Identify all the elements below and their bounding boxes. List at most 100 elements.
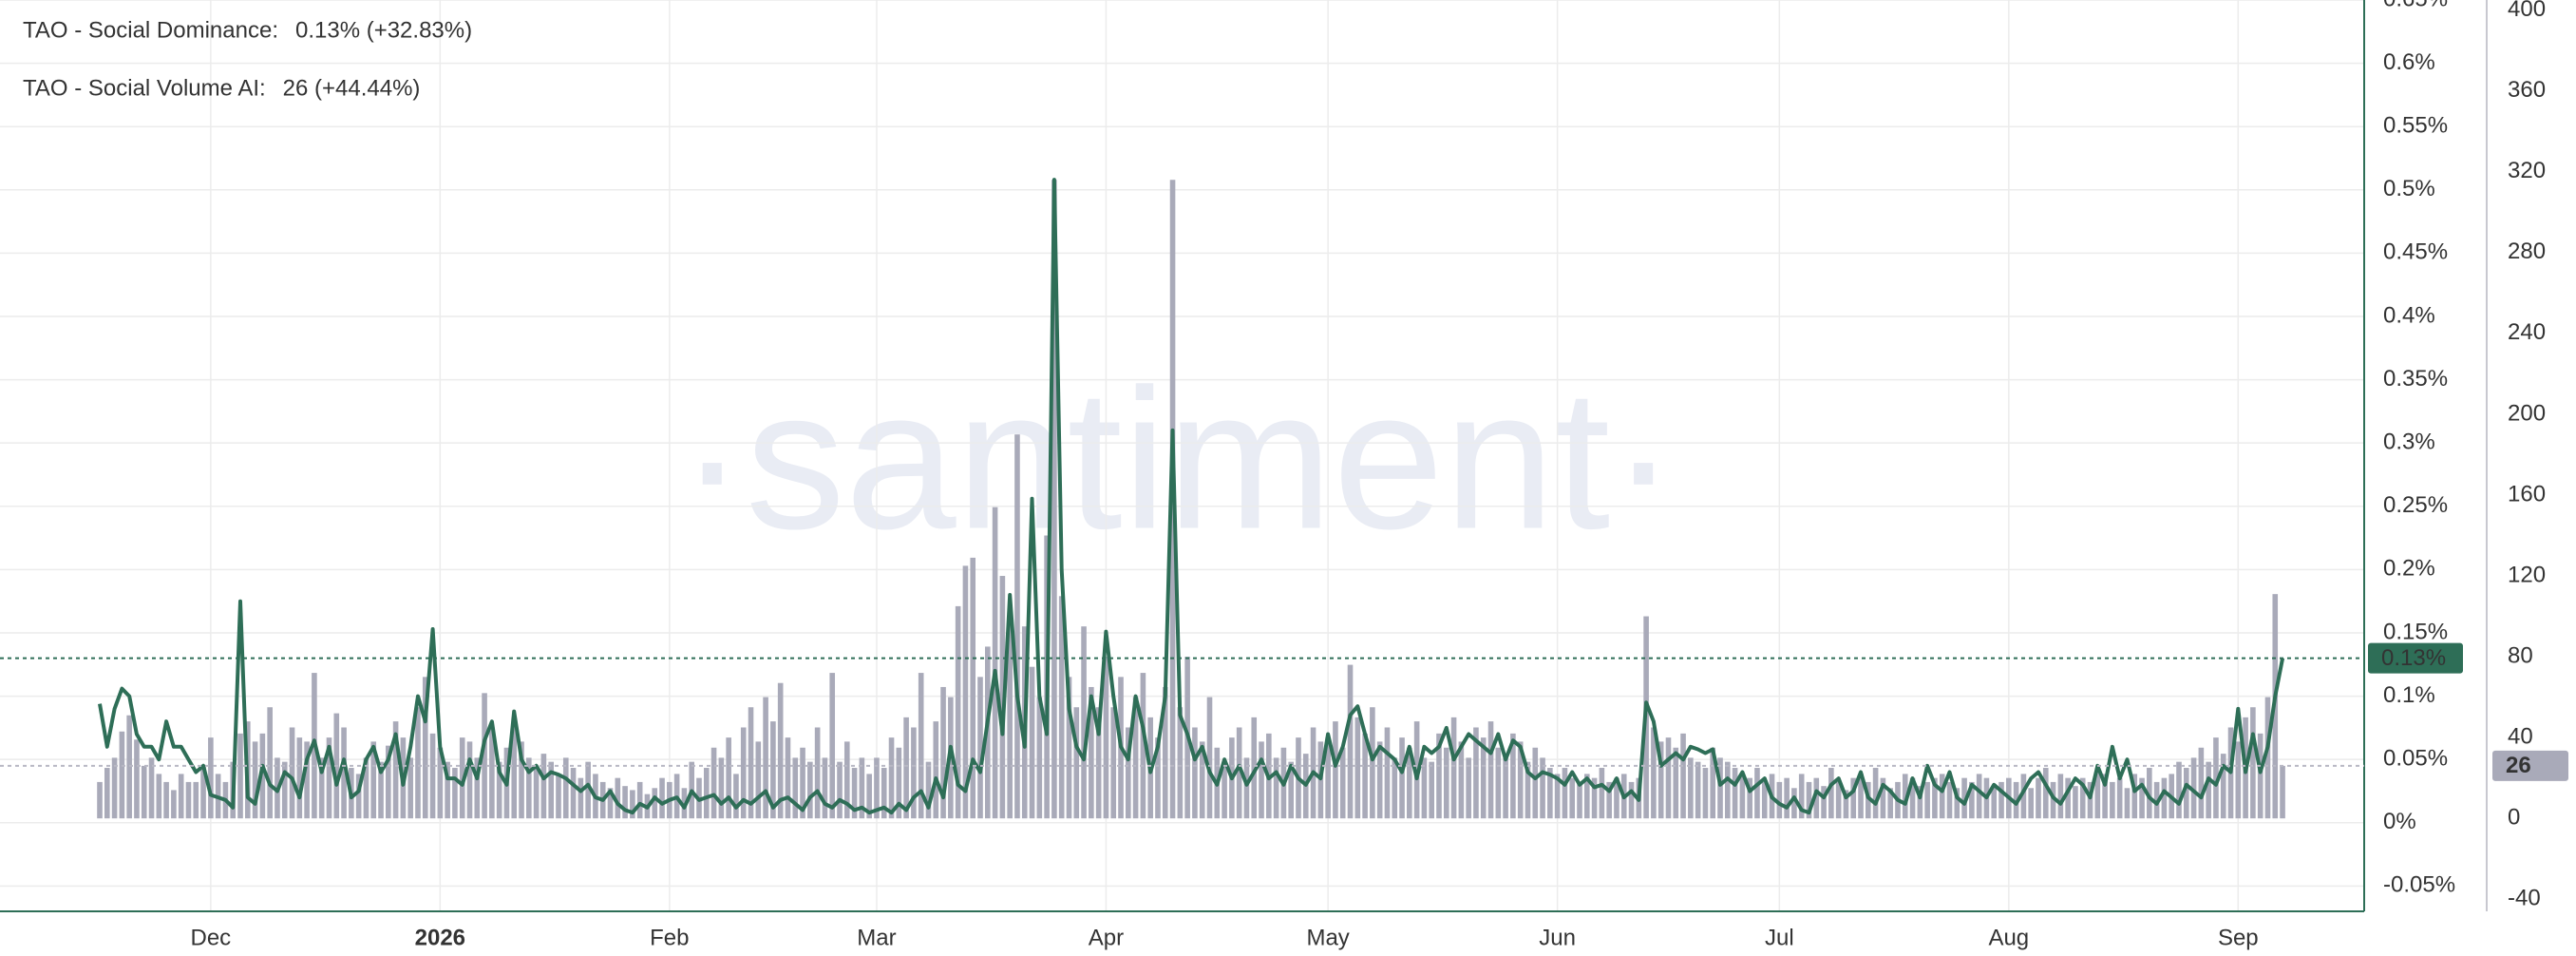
bar: [1532, 747, 1539, 819]
bar: [1066, 677, 1072, 819]
bar: [1429, 761, 1434, 819]
bar: [1036, 697, 1043, 819]
bar: [578, 777, 584, 819]
bar: [126, 715, 132, 819]
bar: [156, 774, 162, 819]
bar: [718, 757, 725, 819]
bar: [903, 717, 909, 819]
bar: [2257, 733, 2263, 819]
bar: [363, 757, 369, 819]
bar: [370, 741, 377, 819]
bar: [829, 673, 836, 819]
bar: [1339, 747, 1346, 819]
bar: [208, 737, 214, 819]
bar: [888, 737, 895, 819]
y-tick-label: 0.65%: [2383, 0, 2448, 11]
bar: [1014, 434, 1020, 819]
bar: [2264, 697, 2271, 819]
bar: [562, 757, 569, 819]
bar: [1569, 777, 1576, 819]
bar: [2036, 777, 2041, 819]
bar: [814, 727, 821, 819]
bar: [1754, 768, 1760, 819]
bar: [2020, 774, 2027, 819]
bar: [770, 721, 776, 819]
bar: [726, 737, 731, 819]
y2-tick-label: 0: [2508, 805, 2520, 831]
y2-tick-label: 360: [2508, 77, 2546, 103]
bar: [2050, 781, 2056, 819]
bar: [1732, 768, 1738, 819]
bar: [548, 761, 554, 819]
bar: [1236, 727, 1242, 819]
bar: [1976, 774, 1982, 819]
bar: [1347, 664, 1354, 819]
bar: [977, 677, 983, 819]
bar: [200, 765, 206, 819]
bar: [1222, 761, 1227, 819]
bar: [1710, 747, 1716, 819]
x-tick-label: Feb: [650, 925, 689, 950]
bar: [1961, 777, 1967, 819]
bar: [1909, 777, 1916, 819]
bar: [896, 747, 902, 819]
y-tick-label: 0.35%: [2383, 366, 2448, 392]
bar: [630, 790, 635, 819]
y2-tick-label: 160: [2508, 481, 2546, 507]
bar: [1680, 733, 1686, 819]
bar: [2116, 777, 2123, 819]
bar: [1259, 741, 1264, 819]
bar: [607, 788, 614, 819]
bar: [415, 707, 421, 819]
bar: [2042, 768, 2049, 819]
bar: [962, 565, 969, 819]
bar: [1880, 777, 1886, 819]
bar: [533, 768, 540, 819]
bar: [1510, 733, 1516, 819]
bar: [496, 761, 502, 819]
bar: [1932, 777, 1938, 819]
bar: [2131, 774, 2138, 819]
bar: [171, 790, 177, 819]
bar: [2213, 737, 2219, 819]
bar: [341, 727, 347, 819]
bar: [296, 737, 303, 819]
bar: [252, 741, 258, 819]
bar: [1577, 781, 1582, 819]
bar: [1392, 757, 1398, 819]
bar: [970, 557, 976, 819]
bar: [1939, 774, 1945, 819]
y2-tick-label: 120: [2508, 562, 2546, 587]
bar: [851, 768, 858, 819]
bar: [452, 768, 458, 819]
current-value-badge: [2368, 642, 2463, 674]
current-value-label: 0.13%: [2381, 645, 2446, 671]
line: [98, 178, 2285, 815]
y-tick-label: 0.4%: [2383, 302, 2435, 328]
y-tick-label: -0.05%: [2383, 872, 2455, 898]
bar: [1399, 737, 1405, 819]
bar: [874, 757, 880, 819]
bar: [1177, 707, 1184, 819]
bar: [2110, 781, 2115, 819]
bar: [289, 727, 295, 819]
bar: [407, 757, 413, 819]
bar: [511, 717, 518, 819]
bar: [437, 747, 444, 819]
bar: [1354, 717, 1361, 819]
bar: [2057, 774, 2064, 819]
bar: [755, 741, 762, 819]
bar: [1991, 786, 1998, 819]
bar: [763, 697, 768, 819]
bar: [1695, 761, 1701, 819]
bar: [1954, 788, 1960, 819]
bar: [1651, 727, 1657, 819]
x-tick-label: May: [1306, 925, 1349, 950]
bar: [1370, 707, 1375, 819]
bar: [482, 693, 487, 819]
bar: [2102, 774, 2108, 819]
bar: [1362, 733, 1368, 819]
bar: [1725, 761, 1731, 819]
bar: [1665, 737, 1672, 819]
